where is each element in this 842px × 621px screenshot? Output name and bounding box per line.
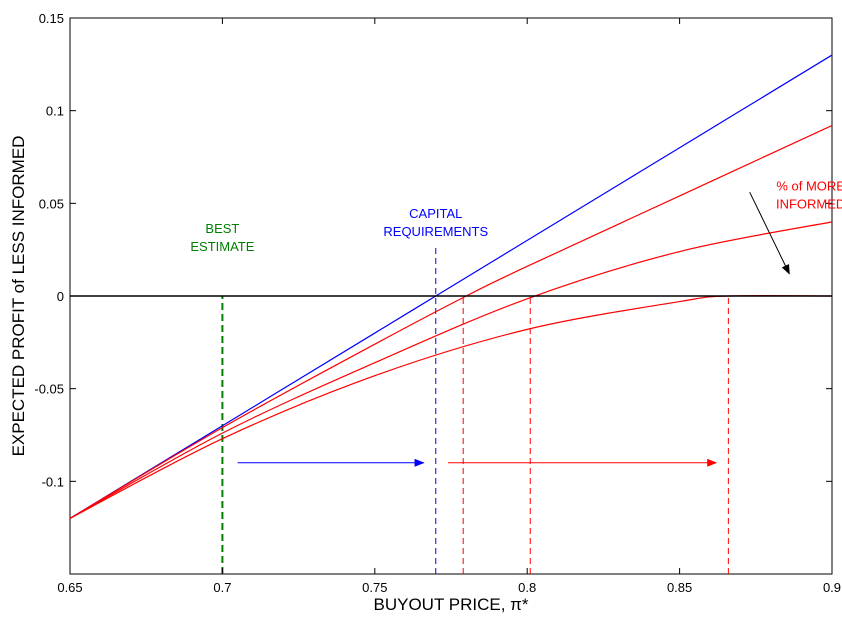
y-tick-label: 0.05: [39, 196, 64, 211]
x-tick-label: 0.65: [57, 580, 82, 595]
y-tick-label: 0: [57, 289, 64, 304]
annotation-label: CAPITAL REQUIREMENTS: [383, 206, 488, 239]
y-tick-label: 0.1: [46, 104, 64, 119]
annotation-line: BEST: [205, 221, 239, 236]
annotation-label: % of MORE INFORMED: [776, 178, 842, 211]
annotation-line: INFORMED: [776, 196, 842, 211]
x-axis-title: BUYOUT PRICE, π*: [373, 595, 528, 614]
annotation-line: % of MORE: [776, 178, 842, 193]
y-tick-label: -0.05: [34, 382, 64, 397]
x-tick-label: 0.75: [362, 580, 387, 595]
annotation-label: BEST ESTIMATE: [190, 221, 254, 254]
x-tick-label: 0.85: [667, 580, 692, 595]
series-line-3: [69, 221, 833, 519]
annotation-arrow: [749, 191, 790, 275]
series-line-2: [69, 124, 833, 519]
x-tick-label: 0.9: [823, 580, 841, 595]
x-tick-label: 0.7: [213, 580, 231, 595]
x-tick-label: 0.8: [518, 580, 536, 595]
y-tick-label: -0.1: [42, 474, 64, 489]
annotation-line: CAPITAL: [409, 206, 462, 221]
y-tick-label: 0.15: [39, 11, 64, 26]
y-axis-title: EXPECTED PROFIT of LESS INFORMED: [9, 136, 28, 457]
annotation-line: REQUIREMENTS: [383, 224, 488, 239]
annotation-line: ESTIMATE: [190, 239, 254, 254]
